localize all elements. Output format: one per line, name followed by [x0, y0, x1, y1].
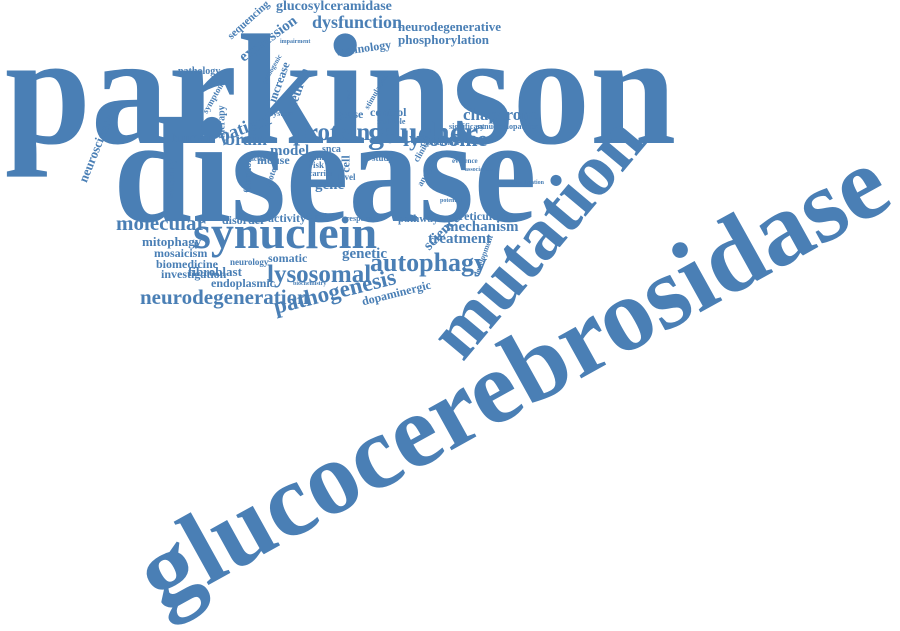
word-pathology: pathology — [178, 66, 221, 77]
word-control: control — [370, 105, 407, 119]
word-mitophagy: mitophagy — [142, 234, 202, 249]
word-level: level — [338, 172, 356, 182]
word-chaperone: chaperone — [463, 105, 539, 124]
word-protein: protein — [293, 119, 371, 146]
word-model: model — [270, 143, 310, 159]
word-dysfunction: dysfunction — [312, 12, 403, 32]
word-somatic: somatic — [268, 251, 308, 265]
word-risk: risk — [309, 160, 325, 170]
word-autophagy: autophagy — [370, 248, 488, 277]
word-biomedicine: biomedicine — [156, 257, 218, 271]
word-endoplasmic: endoplasmic — [211, 276, 276, 290]
word-pathway: pathway — [398, 213, 439, 225]
word-neurodegeneration: neurodegeneration — [140, 285, 309, 309]
word-factor: factor — [248, 155, 266, 163]
word-mouse: mouse — [257, 153, 290, 167]
word-pink: pink — [309, 152, 327, 162]
word-reticulum: reticulum — [459, 209, 509, 223]
word-mosaicism: mosaicism — [154, 246, 208, 260]
word-human: human — [172, 131, 215, 146]
word-gaucher: gaucher — [368, 114, 479, 150]
word-association: association — [465, 167, 494, 173]
word-disease: disease — [113, 88, 537, 254]
word-potential: potential — [440, 198, 463, 204]
word-complex: complex — [306, 212, 335, 221]
word-carrier: carrier — [309, 169, 333, 178]
word-impairment: impairment — [280, 39, 311, 45]
word-brain: brain — [225, 129, 268, 149]
word-significant: significant — [449, 122, 485, 131]
word-investigation: investigation — [161, 267, 227, 281]
word-therapy: therapy — [216, 105, 228, 139]
word-neurology: neurology — [230, 257, 269, 267]
word-synucleinopathies: synucleinopathies — [477, 122, 538, 131]
word-molecular: molecular — [116, 211, 206, 235]
word-lysosomal: lysosomal — [267, 261, 372, 288]
word-lysosome: lysosome — [403, 126, 488, 151]
word-deficiency: deficiency — [166, 158, 178, 202]
word-activity: activity — [268, 211, 306, 225]
word-identification: identification — [510, 180, 544, 186]
word-disorder: disorder — [222, 213, 266, 227]
word-cell: cell — [338, 155, 353, 173]
word-snca: snca — [322, 144, 341, 155]
word-neurodegenerative: neurodegenerative — [398, 19, 502, 34]
word-gene: gene — [315, 177, 345, 193]
word-prodromal: prodromal — [427, 139, 460, 147]
word-mechanism: mechanism — [446, 219, 519, 235]
word-glucosylceramidase: glucosylceramidase — [276, 0, 392, 14]
word-study: study — [372, 153, 394, 163]
word-fibroblast: fibroblast — [188, 264, 242, 279]
word-parkinson: parkinson — [4, 3, 677, 178]
word-synuclein: synuclein — [193, 207, 378, 258]
word-biochemistry: biochemistry — [293, 281, 327, 287]
word-cloud: parkinson disease glucocerebrosidase mut… — [4, 0, 900, 631]
word-multiple: multiple — [377, 117, 406, 126]
word-evidence: evidence — [452, 157, 478, 165]
word-genetic: genetic — [342, 246, 387, 262]
word-phosphorylation: phosphorylation — [398, 32, 490, 47]
word-gcase: gcase — [336, 107, 364, 121]
word-response: response — [346, 214, 376, 223]
word-treatment: treatment — [428, 231, 492, 247]
word-system: system — [270, 109, 294, 118]
